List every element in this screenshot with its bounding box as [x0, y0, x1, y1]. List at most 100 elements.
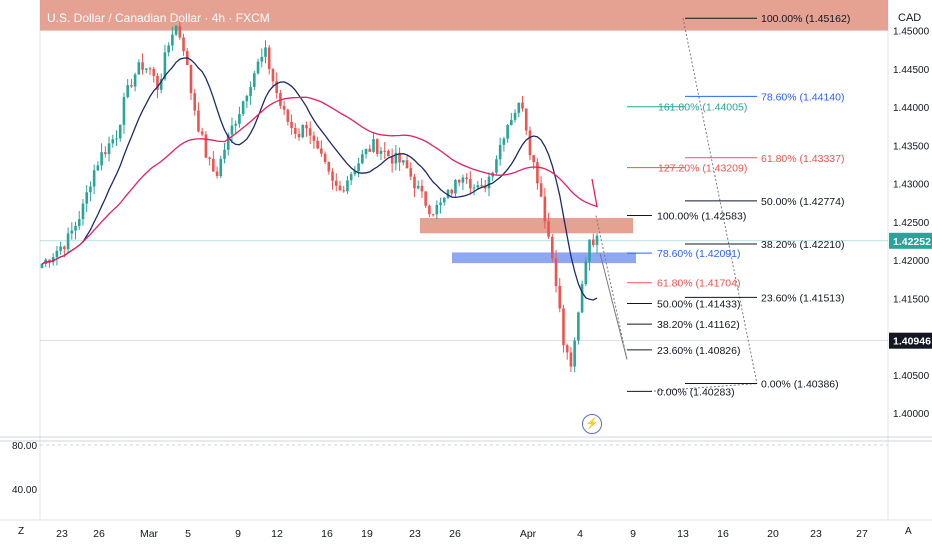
candle-body	[163, 52, 167, 80]
price-tick-label: 1.43000	[893, 180, 930, 191]
time-tick-label: 26	[93, 528, 105, 540]
candle-body	[480, 185, 483, 187]
zone-resistance	[420, 218, 633, 234]
candle-body	[96, 165, 100, 171]
time-tick-label: 9	[630, 528, 636, 540]
fib-small-label: 78.60% (1.42091)	[657, 248, 740, 260]
price-label-box	[889, 232, 932, 249]
candle-body	[506, 125, 509, 139]
candle-body	[431, 214, 435, 216]
candle-body	[331, 171, 334, 181]
candle-body	[562, 308, 565, 346]
chart-title: U.S. Dollar / Canadian Dollar · 4h · FXC…	[47, 11, 270, 25]
candle-body	[275, 81, 278, 94]
time-tick-label: 13	[677, 528, 689, 540]
candle-body	[301, 125, 305, 138]
auto-scale-button[interactable]: A	[905, 526, 912, 537]
fib-small-trend	[595, 215, 628, 360]
candle-body	[457, 180, 461, 183]
candle-body	[569, 352, 573, 367]
oscillator-tick-label: 80.00	[12, 441, 37, 452]
candle-body	[334, 180, 338, 186]
candle-body	[226, 134, 230, 150]
candle-body	[297, 133, 301, 138]
candle-body	[465, 177, 468, 180]
fib-small-label: 38.20% (1.41162)	[657, 319, 740, 331]
candle-body	[420, 185, 424, 192]
fib-ext-label: 161.80% (1.44005)	[658, 102, 747, 114]
candle-body	[469, 179, 472, 189]
time-tick-label: 23	[810, 528, 822, 540]
candle-body	[357, 163, 360, 171]
lightning-icon[interactable]: ⚡	[582, 414, 602, 434]
candle-body	[405, 160, 409, 169]
candle-body	[446, 189, 450, 198]
candle-body	[133, 74, 137, 87]
candle-body	[245, 95, 249, 102]
candle-body	[442, 197, 446, 203]
candle-body	[521, 102, 524, 109]
candle-body	[454, 180, 457, 194]
price-tick-label: 1.42500	[893, 218, 930, 229]
candle-body	[558, 286, 562, 309]
candle-body	[81, 203, 85, 220]
candle-body	[595, 235, 599, 246]
candle-body	[584, 261, 588, 285]
time-tick-label: 5	[185, 528, 191, 540]
candle-body	[230, 125, 234, 135]
candle-body	[402, 160, 405, 163]
candle-body	[104, 152, 107, 155]
oscillator-tick-label: 40.00	[12, 485, 37, 496]
candle-body	[286, 109, 290, 122]
candle-body	[290, 121, 293, 129]
candle-body	[312, 135, 316, 141]
time-tick-label: 16	[321, 528, 333, 540]
candle-body	[256, 61, 260, 74]
candle-body	[543, 196, 547, 222]
candle-body	[171, 34, 174, 46]
candle-body	[327, 161, 331, 172]
fibonacci-levels: 100.00% (1.45162) 78.60% (1.44140) 61.80% …	[595, 13, 850, 398]
candle-body	[510, 119, 513, 126]
price-tick-label: 1.41500	[893, 294, 930, 305]
fib-big-label: 78.60% (1.44140)	[761, 91, 844, 103]
price-tick-label: 1.45000	[893, 27, 930, 38]
candle-body	[249, 86, 252, 96]
timezone-button[interactable]: Z	[18, 526, 25, 537]
currency-label[interactable]: CAD	[898, 12, 922, 24]
candle-body	[450, 189, 454, 194]
candle-body	[182, 37, 185, 52]
candle-body	[565, 345, 569, 353]
candle-body	[476, 185, 480, 188]
time-tick-label: 23	[409, 528, 421, 540]
fib-small-label: 0.00% (1.40283)	[657, 386, 735, 398]
moving-averages	[41, 57, 598, 301]
candle-body	[141, 62, 144, 70]
candle-body	[167, 45, 170, 53]
candle-body	[372, 139, 375, 152]
price-axis: 1.45000 1.44500 1.44000 1.43500 1.43000 1.425…	[12, 27, 932, 496]
price-label-box	[889, 332, 932, 349]
fib-big-label: 38.20% (1.42210)	[761, 239, 844, 251]
candle-body	[547, 221, 550, 237]
candle-body	[472, 187, 476, 189]
candle-body	[428, 205, 431, 215]
candle-body	[383, 150, 386, 152]
candle-body	[70, 230, 74, 234]
time-tick-label: 9	[235, 528, 241, 540]
candle-body	[122, 97, 126, 125]
candle-body	[394, 152, 398, 164]
time-tick-label: 26	[449, 528, 461, 540]
time-tick-label: 23	[56, 528, 68, 540]
candle-body	[152, 68, 156, 76]
candle-body	[40, 264, 44, 268]
fib-small-label: 61.80% (1.41704)	[657, 278, 740, 290]
candle-body	[416, 185, 420, 189]
candle-body	[379, 150, 383, 154]
candle-body	[368, 148, 372, 152]
fib-small-label: 50.00% (1.41433)	[657, 298, 740, 310]
candle-body	[85, 192, 88, 204]
candle-body	[223, 149, 226, 159]
candle-body	[267, 47, 271, 70]
